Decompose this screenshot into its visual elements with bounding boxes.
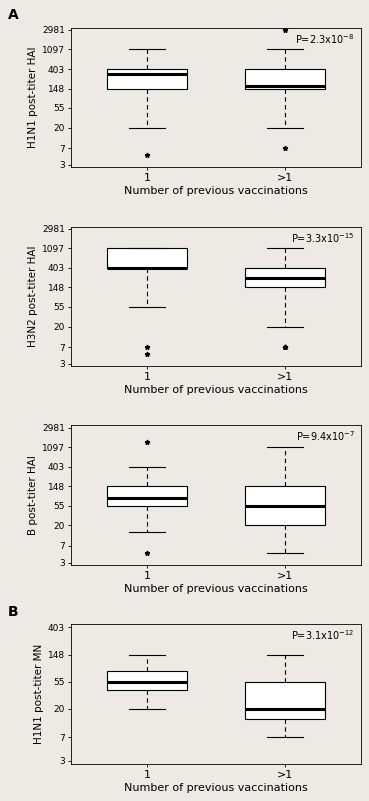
Text: P=3.3x10$^{-15}$: P=3.3x10$^{-15}$ [291,231,355,244]
Text: A: A [8,8,18,22]
Y-axis label: H3N2 post-titer HAI: H3N2 post-titer HAI [28,245,38,347]
Text: P=9.4x10$^{-7}$: P=9.4x10$^{-7}$ [296,429,355,444]
Text: P=3.1x10: P=3.1x10 [0,800,1,801]
Bar [245,69,325,89]
Bar [107,248,187,268]
Bar [107,486,187,505]
Text: P=2.3x10$^{-8}$: P=2.3x10$^{-8}$ [296,32,355,46]
Text: P=9.4x10-7: P=9.4x10-7 [298,429,355,440]
X-axis label: Number of previous vaccinations: Number of previous vaccinations [124,783,308,793]
Text: B: B [8,605,18,618]
X-axis label: Number of previous vaccinations: Number of previous vaccinations [124,186,308,196]
Y-axis label: H1N1 post-titer HAI: H1N1 post-titer HAI [28,46,38,148]
Text: P=2.3x10: P=2.3x10 [0,800,1,801]
Text: P=3.1x10$^{-12}$: P=3.1x10$^{-12}$ [292,629,355,642]
Text: P=3.3x10: P=3.3x10 [0,800,1,801]
Text: P=3.1x10-12: P=3.1x10-12 [292,629,355,638]
Bar [245,268,325,288]
Y-axis label: H1N1 post-titer MN: H1N1 post-titer MN [34,644,44,744]
Bar [107,69,187,89]
Text: P=2.3x10-8: P=2.3x10-8 [298,32,355,42]
Bar [245,486,325,525]
Bar [245,682,325,718]
Bar [107,671,187,690]
Text: P=3.3x10-15: P=3.3x10-15 [292,231,355,241]
Text: P=9.4x10: P=9.4x10 [0,800,1,801]
X-axis label: Number of previous vaccinations: Number of previous vaccinations [124,584,308,594]
X-axis label: Number of previous vaccinations: Number of previous vaccinations [124,385,308,395]
Y-axis label: B post-titer HAI: B post-titer HAI [28,455,38,535]
